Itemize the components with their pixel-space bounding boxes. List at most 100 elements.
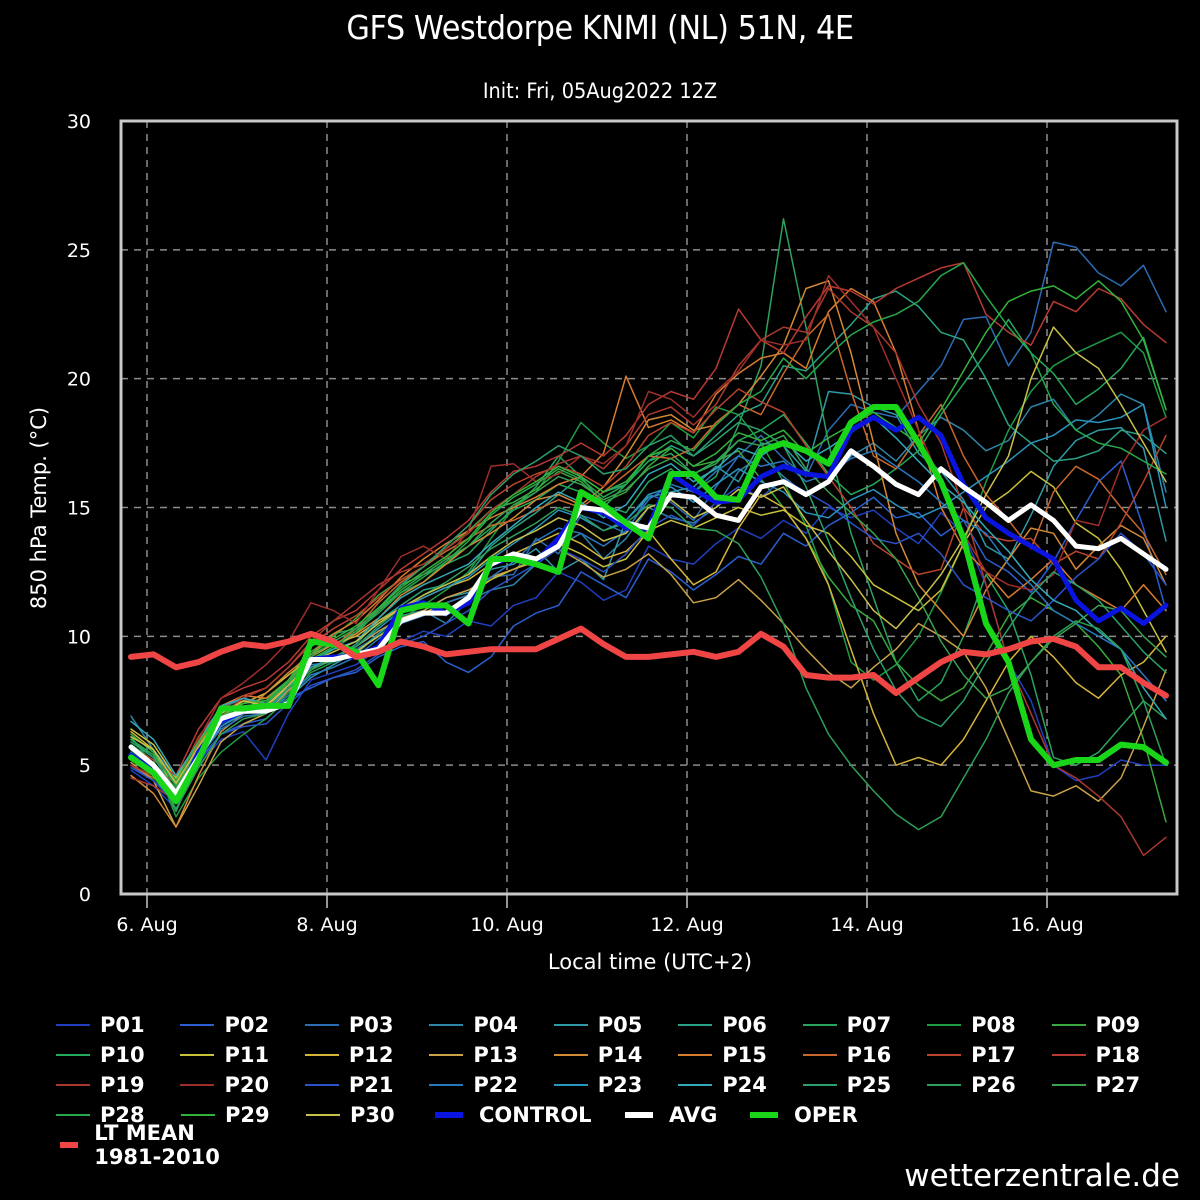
legend-item: P29 [181,1103,306,1127]
legend-swatch [1051,1054,1086,1056]
legend-label: P28 [100,1103,145,1127]
legend-swatch [306,1114,340,1116]
legend-swatch [429,1084,464,1086]
legend-label: P19 [100,1073,145,1097]
series-line-p23 [130,403,1167,800]
legend-row: P10 P11 P12 P13 P14 P15 P16 P17 P18 [56,1040,1176,1070]
legend-swatch [56,1054,90,1056]
series-line-p20 [130,274,1167,790]
legend-item: P25 [802,1073,927,1097]
x-tick-label: 12. Aug [650,914,723,936]
legend-label: OPER [794,1103,858,1127]
legend-swatch [180,1084,215,1086]
legend-swatch [678,1054,713,1056]
legend-swatch [180,1024,215,1026]
legend-swatch [927,1084,962,1086]
legend-swatch [304,1024,339,1026]
x-tick-label: 14. Aug [830,914,903,936]
series-line-p25 [130,421,1167,792]
legend-label: P29 [225,1103,270,1127]
legend-label: P20 [224,1073,270,1097]
legend-label: P14 [597,1043,643,1067]
legend-label: P24 [722,1073,767,1097]
y-tick-label: 30 [67,111,91,133]
legend-item: AVG [621,1103,746,1127]
series-line-p07 [130,218,1167,813]
legend-label: P12 [348,1043,394,1067]
legend-row: P28 P29 P30 CONTROL AVG OPER [56,1100,1176,1130]
site-credit: wetterzentrale.de [904,1158,1180,1194]
y-tick-label: 25 [67,240,91,262]
legend-swatch [56,1084,90,1086]
legend-label: P21 [348,1073,394,1097]
legend-item: P15 [678,1043,802,1067]
legend-item: P07 [802,1013,927,1037]
legend-item: P03 [304,1013,429,1037]
legend-item: P24 [678,1073,802,1097]
legend-row: P19 P20 P21 P22 P23 P24 P25 P26 P27 [56,1070,1176,1100]
legend-label: P13 [473,1043,518,1067]
x-tick-label: 6. Aug [116,914,177,936]
legend-label: P30 [350,1103,395,1127]
y-tick-label: 20 [67,369,91,391]
legend-swatch [435,1112,463,1118]
legend-label: P09 [1095,1013,1141,1037]
legend-item: P30 [306,1103,431,1127]
legend-item: P23 [553,1073,678,1097]
legend-label: P03 [348,1013,394,1037]
legend-item: CONTROL [431,1103,621,1127]
series-line-p05 [130,390,1167,787]
legend-label: P25 [846,1073,892,1097]
legend-swatch [802,1084,837,1086]
x-ticks: 6. Aug 8. Aug 10. Aug 12. Aug 14. Aug 16. Aug [116,894,1084,936]
legend: P01 P02 P03 P04 P05 P06 P07 P08 P09 P10 P11 P12 P13 P… [56,1010,1176,1169]
y-axis-label: 850 hPa Temp. (°C) [27,407,51,609]
legend-item: P09 [1051,1013,1176,1037]
series-line-p18 [130,261,1167,777]
legend-row: LT MEAN 1981-2010 [56,1121,1176,1169]
legend-label: P08 [971,1013,1016,1037]
legend-swatch [1051,1024,1086,1026]
plot-frame [119,119,1179,896]
legend-item: P17 [927,1043,1051,1067]
legend-swatch [56,1114,90,1116]
legend-swatch [553,1054,588,1056]
series-line-p17 [130,388,1167,784]
legend-label: P15 [722,1043,767,1067]
legend-item: P05 [553,1013,678,1037]
legend-swatch [1051,1084,1086,1086]
y-tick-label: 10 [67,626,91,648]
legend-item: P16 [802,1043,927,1067]
legend-label: P27 [1095,1073,1141,1097]
legend-item: P20 [180,1073,304,1097]
legend-item: P11 [180,1043,304,1067]
legend-item: P04 [429,1013,553,1037]
legend-label: P11 [224,1043,270,1067]
series-group [128,218,1169,857]
legend-swatch [304,1054,339,1056]
legend-label: P23 [597,1073,643,1097]
legend-label: P04 [473,1013,518,1037]
legend-label: P26 [971,1073,1016,1097]
legend-swatch [927,1054,962,1056]
legend-label: P05 [597,1013,643,1037]
x-tick-label: 10. Aug [470,914,543,936]
chart-subtitle: Init: Fri, 05Aug2022 12Z [482,79,718,103]
legend-label: P18 [1095,1043,1141,1067]
y-tick-label: 0 [79,884,91,906]
legend-swatch [553,1084,588,1086]
legend-label: P01 [100,1013,145,1037]
legend-item: P28 [56,1103,181,1127]
legend-label: CONTROL [479,1103,592,1127]
legend-label: P16 [846,1043,892,1067]
x-tick-label: 8. Aug [296,914,357,936]
chart-title: GFS Westdorpe KNMI (NL) 51N, 4E [346,8,854,47]
legend-item: P21 [304,1073,429,1097]
legend-label: P10 [100,1043,145,1067]
series-line-lt-mean-1981-2010 [128,625,1169,699]
legend-item: P18 [1051,1043,1176,1067]
legend-item: P12 [304,1043,429,1067]
series-line-p19 [130,287,1167,857]
legend-swatch [802,1054,837,1056]
legend-item: P06 [678,1013,802,1037]
